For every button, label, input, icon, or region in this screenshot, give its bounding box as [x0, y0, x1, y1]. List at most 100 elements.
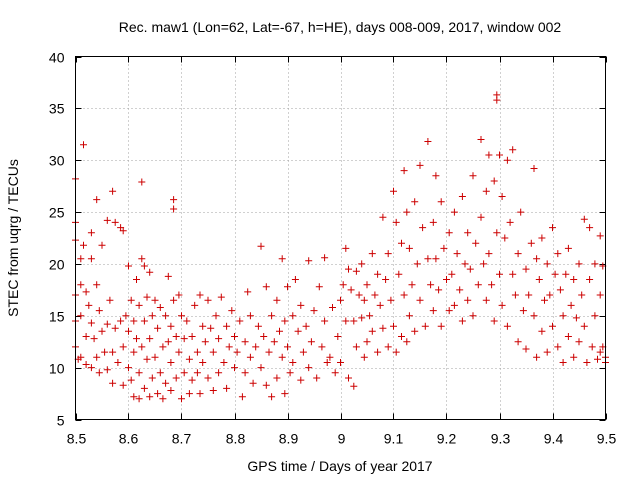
- data-point: [596, 291, 604, 299]
- data-point: [215, 335, 223, 343]
- data-point: [284, 283, 291, 291]
- data-point: [95, 307, 103, 315]
- data-point: [339, 281, 347, 289]
- data-point: [360, 353, 368, 361]
- x-tick-label: 9.4: [544, 431, 564, 447]
- data-point: [371, 291, 379, 299]
- data-point: [477, 136, 485, 143]
- data-point: [543, 348, 551, 356]
- data-point: [570, 276, 578, 283]
- data-point: [162, 379, 170, 387]
- data-point: [135, 301, 143, 309]
- data-point: [193, 348, 201, 356]
- data-point: [374, 348, 382, 356]
- data-point: [411, 198, 419, 206]
- data-point: [347, 286, 355, 294]
- data-point: [130, 393, 138, 401]
- data-point: [530, 312, 538, 320]
- data-point: [164, 272, 172, 280]
- data-point: [119, 343, 127, 351]
- data-point: [246, 312, 254, 320]
- data-point: [379, 213, 387, 221]
- data-point: [345, 374, 352, 382]
- data-point: [125, 262, 132, 270]
- data-point: [392, 218, 400, 226]
- data-point: [281, 317, 289, 325]
- data-point: [122, 312, 130, 320]
- data-point: [337, 296, 344, 304]
- data-point: [453, 250, 461, 258]
- data-point: [352, 343, 360, 351]
- data-point: [191, 301, 199, 309]
- data-point: [461, 260, 469, 268]
- data-point: [183, 317, 191, 325]
- data-point: [450, 208, 458, 216]
- x-tick-label: 9.2: [437, 431, 457, 447]
- data-point: [278, 255, 286, 263]
- data-point: [273, 374, 281, 382]
- data-point: [273, 296, 281, 304]
- data-point: [490, 317, 498, 325]
- data-point: [77, 353, 85, 361]
- data-point: [143, 355, 151, 363]
- axis-ticks: [75, 56, 607, 421]
- x-tick-label: 8.7: [172, 431, 192, 447]
- data-point: [268, 393, 276, 401]
- data-point: [522, 265, 530, 273]
- data-point: [368, 327, 376, 335]
- data-point: [498, 193, 506, 200]
- data-point: [509, 146, 517, 154]
- data-point: [503, 322, 511, 330]
- data-point: [212, 312, 220, 320]
- data-point: [119, 227, 127, 235]
- data-point: [596, 232, 604, 240]
- data-point: [151, 353, 159, 361]
- data-point: [170, 196, 178, 204]
- data-point: [559, 312, 567, 320]
- data-point: [98, 327, 106, 335]
- data-point: [554, 250, 562, 258]
- data-point: [289, 359, 297, 366]
- data-point: [162, 312, 170, 320]
- data-point: [77, 255, 85, 263]
- data-point: [204, 374, 212, 382]
- data-point: [350, 382, 358, 390]
- data-point: [432, 255, 440, 263]
- data-point: [140, 384, 148, 392]
- data-point: [437, 198, 445, 206]
- data-point: [384, 250, 392, 258]
- data-point: [146, 335, 154, 343]
- data-point: [146, 393, 154, 401]
- data-point: [297, 301, 305, 309]
- data-point: [570, 353, 578, 361]
- data-point: [580, 215, 588, 223]
- data-point: [572, 314, 580, 322]
- data-point: [143, 293, 151, 301]
- y-tick-label: 15: [49, 309, 65, 325]
- data-point: [445, 229, 453, 237]
- data-point: [201, 338, 209, 346]
- data-point: [564, 333, 572, 340]
- data-point: [342, 244, 350, 252]
- x-tick-label: 8.5: [67, 431, 87, 447]
- data-point: [140, 262, 148, 270]
- data-point: [106, 296, 114, 304]
- data-point: [517, 208, 525, 216]
- y-tick-label: 20: [49, 257, 65, 273]
- data-point: [178, 312, 185, 320]
- data-point: [398, 333, 405, 340]
- data-point: [236, 317, 244, 325]
- data-point: [474, 281, 482, 289]
- data-point: [159, 395, 167, 403]
- data-point: [398, 239, 405, 247]
- data-point: [538, 327, 546, 335]
- data-point: [252, 343, 260, 351]
- data-point: [390, 322, 397, 330]
- data-point: [109, 348, 117, 356]
- x-tick-label: 9.1: [384, 431, 404, 447]
- data-point: [424, 138, 432, 145]
- data-points: [72, 91, 609, 403]
- data-point: [413, 260, 421, 268]
- data-point: [464, 296, 472, 304]
- data-point: [90, 335, 98, 343]
